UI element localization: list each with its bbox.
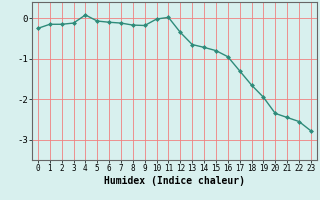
X-axis label: Humidex (Indice chaleur): Humidex (Indice chaleur) xyxy=(104,176,245,186)
